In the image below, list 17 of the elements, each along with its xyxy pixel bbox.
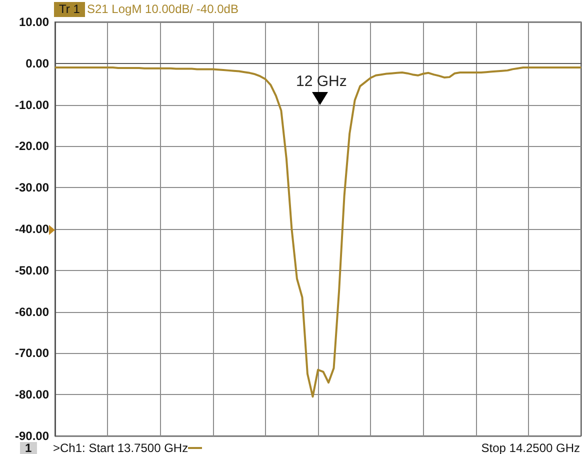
y-tick-label: -90.00 [14, 429, 50, 443]
y-tick-label: -50.00 [14, 263, 50, 278]
chart-title: S21 LogM 10.00dB/ -40.0dB [87, 2, 238, 17]
y-tick-label: -40.00 [14, 222, 50, 236]
text: >Ch1: Start 13.7500 GHz [53, 441, 188, 454]
line-series [54, 66, 582, 398]
annotation: 12 GHz [296, 73, 347, 90]
y-tick-label: -80.00 [14, 388, 50, 402]
y-tick-label: -70.00 [14, 346, 50, 360]
y-tick-label: 10.00 [18, 15, 50, 29]
text: Tr 1 [54, 2, 85, 17]
text: 1 [20, 441, 37, 454]
y-tick-label: -30.00 [14, 180, 50, 195]
y-tick-label: -20.00 [14, 139, 50, 154]
y-tick-label: 0.00 [26, 56, 50, 70]
y-tick-label: -10.00 [14, 98, 50, 112]
y-tick-label: -60.00 [14, 304, 50, 319]
